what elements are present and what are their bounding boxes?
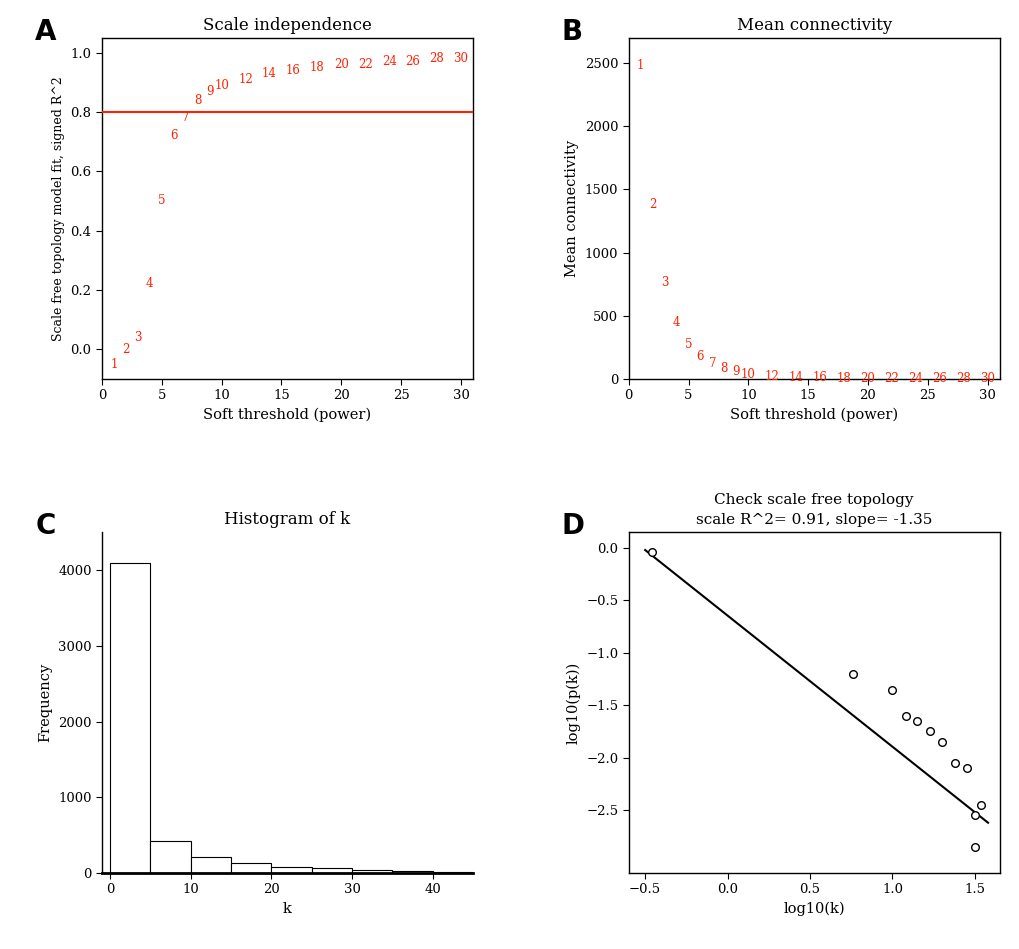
- Y-axis label: log10(p(k)): log10(p(k)): [566, 661, 580, 744]
- X-axis label: k: k: [282, 902, 291, 916]
- Text: 26: 26: [406, 55, 420, 68]
- Text: 14: 14: [262, 67, 277, 80]
- Text: 3: 3: [660, 276, 667, 289]
- Text: 28: 28: [956, 372, 970, 385]
- Text: 12: 12: [238, 73, 253, 86]
- Text: 16: 16: [812, 371, 826, 384]
- Text: 8: 8: [720, 363, 728, 375]
- Text: A: A: [36, 17, 57, 46]
- Text: 20: 20: [333, 58, 348, 71]
- Text: 10: 10: [740, 367, 755, 381]
- Text: 6: 6: [170, 129, 177, 142]
- Text: 24: 24: [908, 372, 922, 385]
- Text: 12: 12: [764, 370, 779, 382]
- X-axis label: log10(k): log10(k): [783, 902, 844, 917]
- Text: 6: 6: [696, 350, 703, 363]
- Text: 5: 5: [158, 195, 165, 208]
- X-axis label: Soft threshold (power): Soft threshold (power): [730, 408, 898, 422]
- Y-axis label: Frequency: Frequency: [39, 663, 52, 742]
- Text: D: D: [561, 512, 584, 540]
- Y-axis label: Mean connectivity: Mean connectivity: [565, 140, 579, 277]
- Title: Scale independence: Scale independence: [203, 17, 372, 33]
- Text: C: C: [36, 512, 56, 540]
- Y-axis label: Scale free topology model fit, signed R^2: Scale free topology model fit, signed R^…: [52, 76, 65, 341]
- Bar: [271, 867, 312, 873]
- Text: 7: 7: [708, 357, 715, 370]
- Bar: [312, 868, 352, 873]
- Text: 9: 9: [206, 84, 213, 98]
- Bar: [110, 563, 150, 873]
- Text: 9: 9: [732, 365, 740, 379]
- Text: 4: 4: [146, 277, 154, 290]
- Title: Check scale free topology
scale R^2= 0.91, slope= -1.35: Check scale free topology scale R^2= 0.9…: [695, 493, 931, 527]
- Text: 22: 22: [883, 372, 899, 385]
- Text: 20: 20: [860, 372, 874, 385]
- Text: 8: 8: [194, 94, 201, 106]
- Text: 2: 2: [122, 343, 129, 356]
- Text: 26: 26: [931, 372, 947, 385]
- Text: 3: 3: [135, 331, 142, 344]
- Text: 1: 1: [110, 358, 117, 370]
- Bar: [230, 864, 271, 873]
- Text: 1: 1: [636, 59, 644, 72]
- Text: 28: 28: [429, 52, 444, 65]
- Title: Histogram of k: Histogram of k: [224, 511, 351, 528]
- Text: 10: 10: [214, 79, 229, 92]
- Text: 30: 30: [453, 52, 468, 65]
- Text: 16: 16: [285, 65, 301, 77]
- Text: 4: 4: [673, 315, 680, 328]
- X-axis label: Soft threshold (power): Soft threshold (power): [203, 408, 371, 422]
- Text: 22: 22: [358, 58, 372, 71]
- Text: 18: 18: [836, 372, 851, 384]
- Bar: [191, 857, 230, 873]
- Text: 7: 7: [181, 111, 190, 124]
- Text: B: B: [561, 17, 583, 46]
- Title: Mean connectivity: Mean connectivity: [736, 17, 891, 33]
- Bar: [392, 871, 432, 873]
- Text: 14: 14: [788, 371, 803, 383]
- Text: 5: 5: [684, 338, 692, 351]
- Text: 2: 2: [648, 198, 655, 211]
- Bar: [432, 871, 473, 873]
- Bar: [352, 869, 392, 873]
- Text: 24: 24: [381, 55, 396, 68]
- Bar: [150, 841, 191, 873]
- Text: 30: 30: [979, 372, 995, 385]
- Text: 18: 18: [310, 61, 324, 74]
